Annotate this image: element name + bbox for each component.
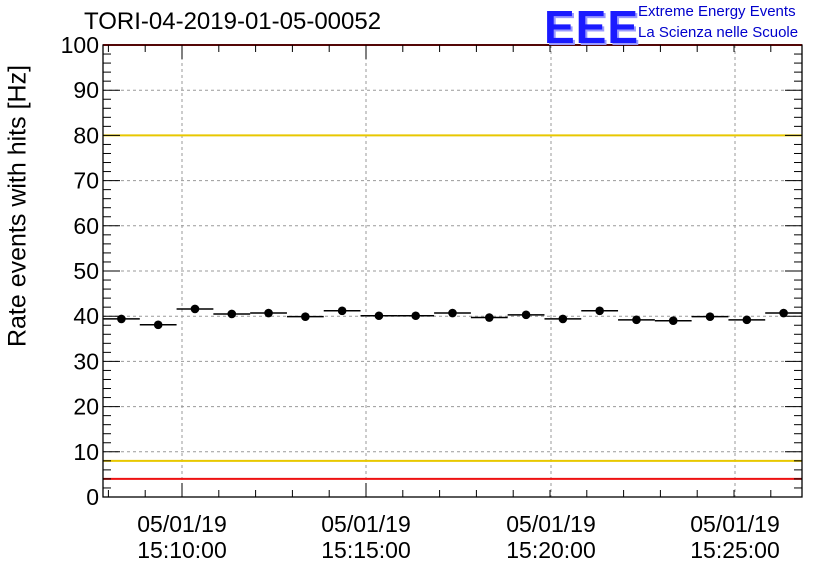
data-point: [484, 313, 494, 322]
x-tick-label-time: 15:10:00: [137, 537, 227, 563]
y-tick-label: 10: [73, 439, 99, 465]
logo-line-1: Extreme Energy Events: [638, 3, 796, 20]
grid: [103, 45, 802, 497]
data-point: [521, 310, 531, 320]
data-point: [374, 311, 384, 321]
y-axis: 0 10 20 30 40 50 60 70 80 90 100: [61, 32, 802, 510]
data-point: [227, 309, 237, 319]
reference-lines: [103, 44, 802, 480]
data-point: [448, 308, 457, 318]
eee-logo: EEE: [544, 1, 640, 53]
x-tick-label-date: 05/01/19: [690, 511, 780, 537]
data-point: [264, 308, 273, 318]
data-point: [779, 308, 788, 318]
data-point: [337, 306, 347, 316]
y-tick-label: 100: [61, 32, 99, 58]
data-point: [668, 316, 678, 326]
logo-line-2: La Scienza nelle Scuole: [638, 24, 799, 41]
chart-title: TORI-04-2019-01-05-00052: [84, 8, 382, 35]
data-point: [595, 306, 604, 316]
data-point: [153, 320, 163, 330]
y-tick-label: 40: [73, 303, 99, 329]
data-point: [117, 314, 126, 324]
x-tick-label-date: 05/01/19: [506, 511, 596, 537]
y-tick-label: 0: [86, 484, 99, 510]
y-tick-label: 90: [73, 77, 99, 103]
x-tick-label-time: 15:15:00: [321, 537, 411, 563]
y-tick-label: 20: [73, 394, 99, 420]
data-series: [103, 304, 802, 330]
y-tick-label: 70: [73, 168, 99, 194]
data-point: [742, 315, 752, 325]
y-tick-label: 60: [73, 213, 99, 239]
x-tick-label-time: 15:20:00: [506, 537, 596, 563]
y-axis-label: Rate events with hits [Hz]: [3, 64, 32, 348]
data-point: [558, 314, 568, 324]
data-point: [190, 304, 200, 314]
y-tick-label: 30: [73, 348, 99, 374]
x-tick-label-date: 05/01/19: [137, 511, 227, 537]
y-tick-label: 50: [73, 258, 99, 284]
data-point: [301, 312, 310, 321]
data-point: [411, 311, 421, 321]
x-tick-label-time: 15:25:00: [690, 537, 780, 563]
y-tick-label: 80: [73, 122, 99, 148]
x-tick-label-date: 05/01/19: [321, 511, 411, 537]
data-point: [632, 315, 641, 325]
x-axis: 05/01/1915:10:0005/01/1915:15:0005/01/19…: [107, 45, 780, 563]
data-point: [705, 312, 715, 321]
